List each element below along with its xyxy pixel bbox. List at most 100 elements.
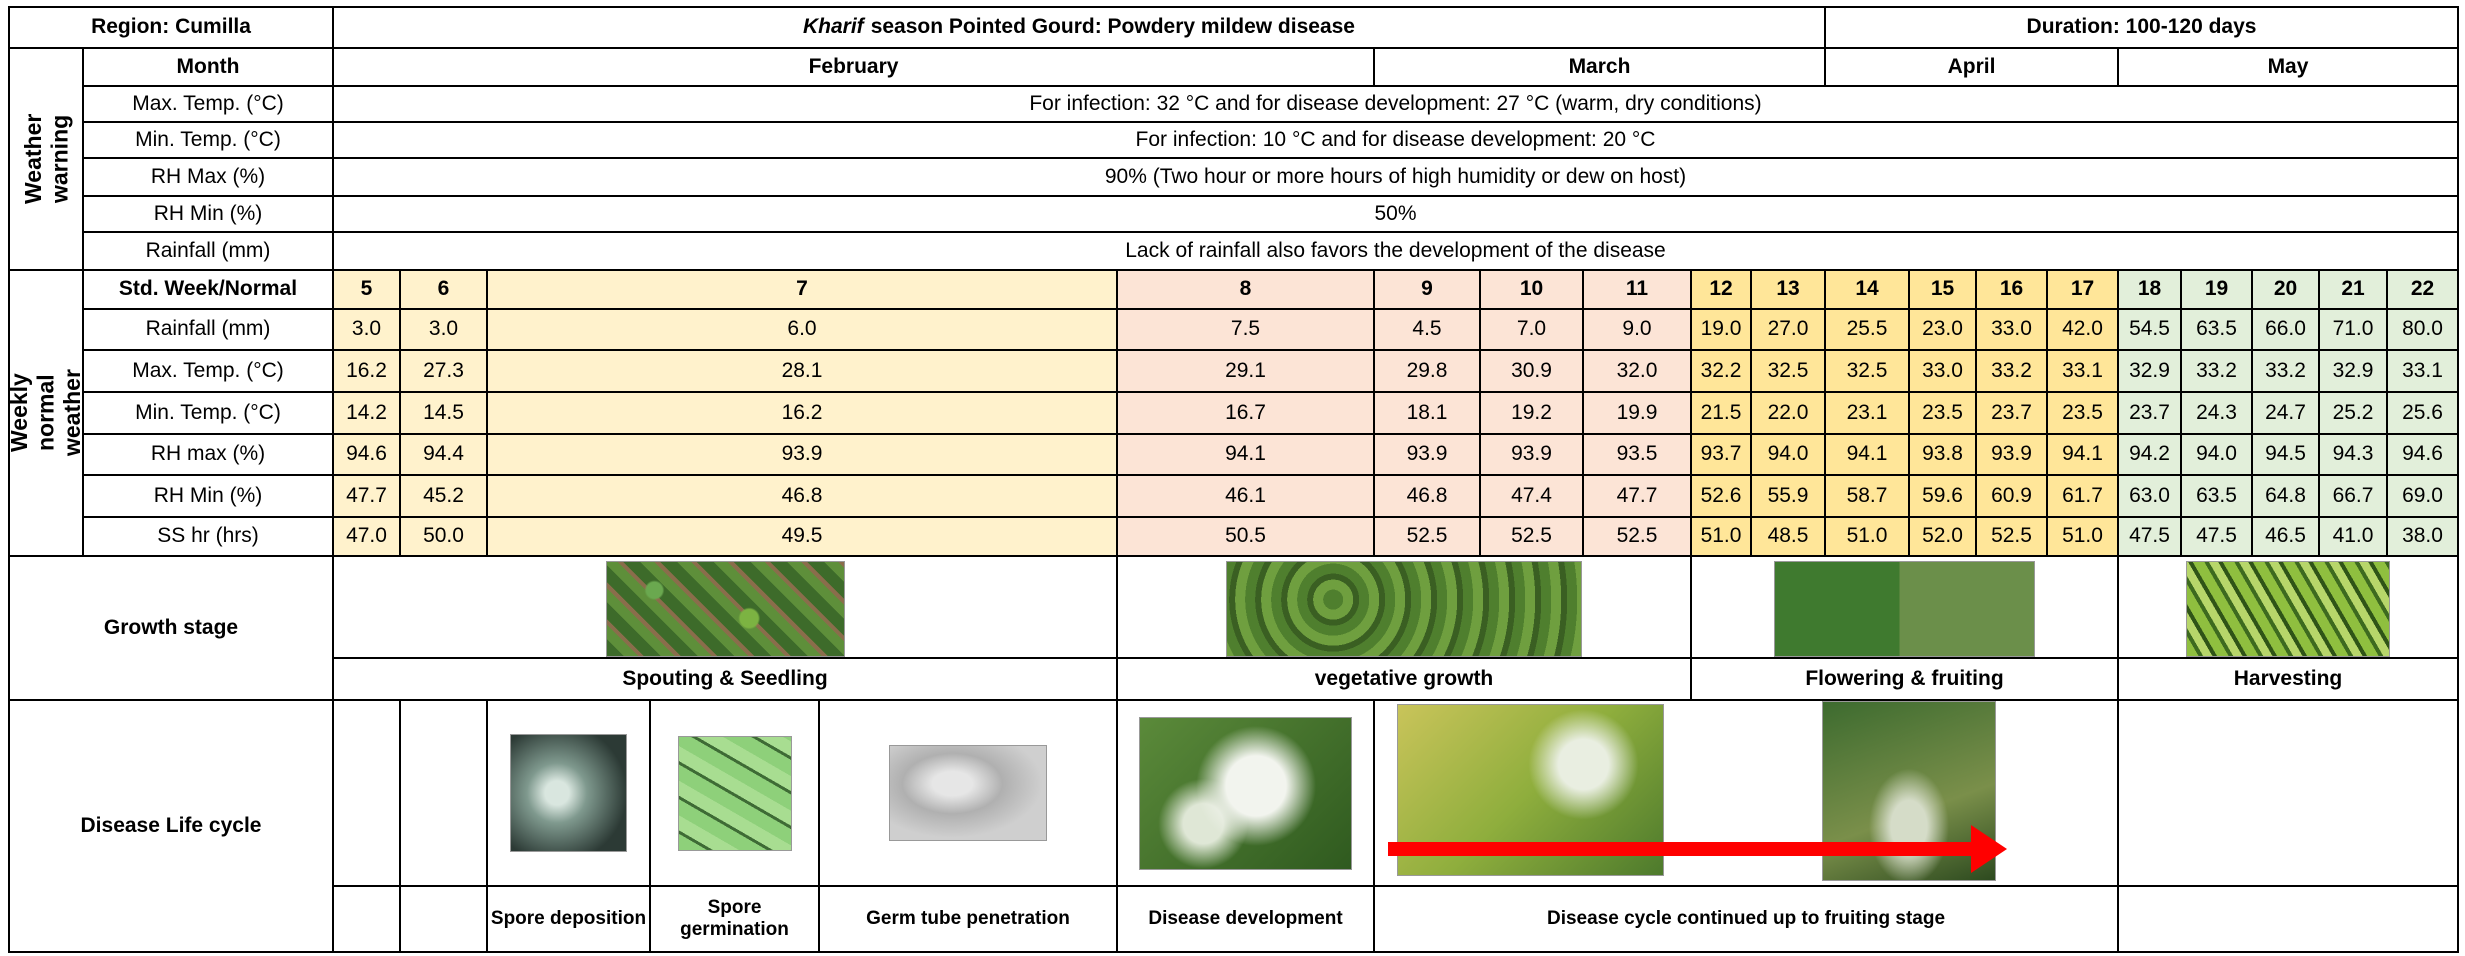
disease-photo-cell [651, 701, 820, 887]
weather-value: 3.0 [334, 310, 401, 351]
empty-cell [334, 701, 401, 887]
empty-cell [401, 887, 488, 953]
weather-value: 49.5 [488, 518, 1118, 557]
weather-value: 32.9 [2320, 351, 2388, 393]
growth-photo-cell [334, 557, 1118, 659]
growth-stage-text: Spouting & Seedling [622, 667, 827, 691]
weather-value: 51.0 [1692, 518, 1752, 557]
weather-value: 48.5 [1752, 518, 1826, 557]
week-number-text: 8 [1240, 277, 1252, 301]
week-number: 19 [2182, 271, 2253, 310]
week-number: 13 [1752, 271, 1826, 310]
weather-value: 25.6 [2388, 393, 2459, 435]
weather-value-text: 94.0 [1768, 442, 1809, 466]
week-number: 20 [2253, 271, 2320, 310]
row-label: RH max (%) [84, 435, 334, 476]
weather-value-text: 94.2 [2129, 442, 2170, 466]
month-text: May [2268, 55, 2309, 79]
weather-value: 23.1 [1826, 393, 1910, 435]
weather-value: 33.2 [2253, 351, 2320, 393]
weather-value: 42.0 [2048, 310, 2119, 351]
warning-text: For infection: 32 °C and for disease dev… [334, 87, 2459, 123]
disease-stage-text: Disease cycle continued up to fruiting s… [1547, 908, 1945, 930]
weather-value-text: 52.6 [1701, 484, 1742, 508]
weather-value-text: 32.0 [1617, 359, 1658, 383]
empty-cell [2119, 887, 2459, 953]
week-number: 22 [2388, 271, 2459, 310]
weather-value-text: 66.7 [2333, 484, 2374, 508]
weather-value-text: 94.1 [1847, 442, 1888, 466]
weather-value: 16.2 [488, 393, 1118, 435]
section-label-text: Weekly normal weather [10, 348, 84, 478]
month-text: March [1569, 55, 1631, 79]
weather-value-text: 47.4 [1511, 484, 1552, 508]
warning-text: For infection: 10 °C and for disease dev… [334, 123, 2459, 159]
weather-value-text: 94.6 [346, 442, 387, 466]
row-label-text: SS hr (hrs) [157, 524, 259, 548]
section-label-text: Disease Life cycle [81, 814, 262, 838]
month: April [1826, 49, 2119, 87]
weather-value-text: 3.0 [352, 317, 381, 341]
weather-value-text: 45.2 [423, 484, 464, 508]
weather-value-text: 94.1 [2062, 442, 2103, 466]
weather-value: 24.7 [2253, 393, 2320, 435]
week-number: 5 [334, 271, 401, 310]
week-number-text: 11 [1626, 277, 1648, 301]
growth-stage: Flowering & fruiting [1692, 659, 2119, 701]
weather-value-text: 93.7 [1701, 442, 1742, 466]
photo [2186, 561, 2390, 657]
row-label: Min. Temp. (°C) [84, 393, 334, 435]
growth-stage: vegetative growth [1118, 659, 1692, 701]
weather-value: 33.2 [2182, 351, 2253, 393]
weather-value: 52.6 [1692, 476, 1752, 518]
weather-value: 38.0 [2388, 518, 2459, 557]
weather-value: 23.7 [2119, 393, 2182, 435]
weather-value-text: 93.9 [1407, 442, 1448, 466]
weather-value: 93.9 [1977, 435, 2048, 476]
weather-value-text: 18.1 [1407, 401, 1448, 425]
growth-stage: Harvesting [2119, 659, 2459, 701]
weather-value: 30.9 [1481, 351, 1584, 393]
weather-value-text: 19.2 [1511, 401, 1552, 425]
row-label: RH Min (%) [84, 197, 334, 233]
weather-value: 63.5 [2182, 310, 2253, 351]
weather-value-text: 80.0 [2402, 317, 2443, 341]
weather-value: 94.0 [1752, 435, 1826, 476]
row-label: RH Min (%) [84, 476, 334, 518]
growth-stage: Spouting & Seedling [334, 659, 1118, 701]
row-label: Std. Week/Normal [84, 271, 334, 310]
weather-value: 32.0 [1584, 351, 1692, 393]
weather-value-text: 50.5 [1225, 524, 1266, 548]
weather-value: 25.5 [1826, 310, 1910, 351]
disease-stage: Spore germination [651, 887, 820, 953]
weather-value: 55.9 [1752, 476, 1826, 518]
month: May [2119, 49, 2459, 87]
disease-stage-text: Germ tube penetration [866, 908, 1070, 930]
weather-value: 69.0 [2388, 476, 2459, 518]
row-label-text: RH Max (%) [151, 165, 265, 189]
empty-cell [2119, 701, 2459, 887]
week-number: 16 [1977, 271, 2048, 310]
weather-value-text: 94.6 [2402, 442, 2443, 466]
weather-value-text: 71.0 [2333, 317, 2374, 341]
weather-value: 9.0 [1584, 310, 1692, 351]
weather-value-text: 52.5 [1991, 524, 2032, 548]
weather-value: 50.5 [1118, 518, 1375, 557]
weather-value-text: 66.0 [2265, 317, 2306, 341]
weather-value-text: 23.5 [2062, 401, 2103, 425]
weather-value: 4.5 [1375, 310, 1481, 351]
weather-value-text: 16.2 [346, 359, 387, 383]
weather-value-text: 23.7 [2129, 401, 2170, 425]
weather-value-text: 46.5 [2265, 524, 2306, 548]
weather-value: 16.2 [334, 351, 401, 393]
weather-value: 19.2 [1481, 393, 1584, 435]
photo [510, 734, 627, 852]
weather-value-text: 14.5 [423, 401, 464, 425]
row-label-text: RH Min (%) [154, 202, 263, 226]
weather-value-text: 51.0 [1701, 524, 1742, 548]
week-number: 6 [401, 271, 488, 310]
weather-value: 47.4 [1481, 476, 1584, 518]
weather-value: 21.5 [1692, 393, 1752, 435]
month: February [334, 49, 1375, 87]
weather-value-text: 51.0 [2062, 524, 2103, 548]
